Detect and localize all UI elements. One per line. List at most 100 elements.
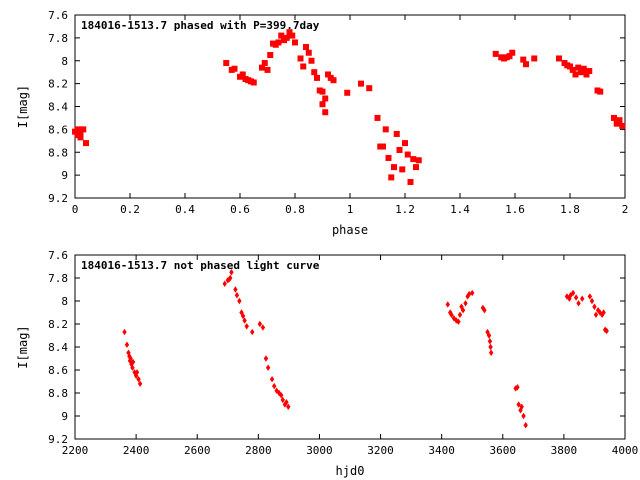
chart1-data-point	[613, 120, 620, 127]
chart2-data-point	[122, 328, 127, 336]
chart1-ytick-label: 8.6	[48, 123, 68, 136]
chart2-data-point	[244, 323, 249, 330]
chart2-data-point	[486, 332, 492, 339]
chart1-data-point	[382, 126, 389, 133]
chart1-data-point	[569, 66, 576, 73]
chart1-data-point	[275, 39, 282, 46]
chart1-ylabel: I[mag]	[16, 85, 30, 128]
chart2-data-point	[222, 280, 227, 287]
chart2-data-point	[130, 364, 135, 371]
chart2-data-point	[445, 301, 450, 308]
chart2-data-point	[237, 297, 242, 305]
chart2-data-point	[470, 289, 475, 297]
chart1-data-point	[399, 166, 406, 173]
chart2-data-point	[234, 292, 240, 299]
chart2-title: 184016-1513.7 not phased light curve	[81, 259, 320, 272]
chart1-ytick-label: 9	[61, 169, 68, 182]
chart2-data-point	[460, 307, 466, 314]
chart1-data-point	[388, 174, 395, 181]
chart2-xtick-label: 3800	[551, 444, 578, 457]
chart1-data-point	[572, 71, 579, 78]
chart1-data-point	[366, 85, 373, 92]
chart1-data-point	[311, 69, 318, 76]
chart2-data-point	[240, 312, 246, 320]
chart1-data-point	[410, 156, 417, 163]
chart1-data-point	[319, 88, 326, 95]
chart2-xtick-label: 3400	[428, 444, 455, 457]
chart2-xtick-label: 2400	[123, 444, 150, 457]
chart1-data-point	[83, 140, 89, 147]
chart1-data-point	[578, 69, 584, 76]
chart1-xtick-label: 1.4	[450, 203, 470, 216]
chart2-data-point	[457, 311, 463, 318]
chart1-ytick-label: 8.4	[48, 101, 68, 114]
chart1-data-point	[391, 164, 397, 171]
chart1-data-point	[567, 63, 573, 70]
chart2-data-point	[599, 311, 605, 318]
chart1-data-point	[250, 79, 257, 86]
chart2-data-point	[604, 327, 609, 335]
chart2-data-point	[242, 317, 247, 324]
chart2-ytick-label: 8.2	[48, 318, 68, 331]
chart1-xtick-label: 1.6	[505, 203, 525, 216]
chart1-xtick-label: 1	[347, 203, 354, 216]
chart1-xtick-label: 0.6	[230, 203, 250, 216]
chart1-data-point	[231, 65, 238, 72]
chart2-data-point	[260, 324, 266, 331]
chart1-data-point	[278, 32, 285, 39]
chart1-plot: 0 0.2 0.4 0.6 0.8 1 1.2 1.4 1.6 1.8 2 7.6 7.8 8 8.2 8.4…	[16, 9, 628, 237]
chart2-data-point	[284, 399, 289, 406]
chart2-data-point	[257, 320, 263, 328]
chart1-data-point	[264, 66, 271, 73]
chart2-ytick-label: 8.4	[48, 341, 68, 354]
chart1-data-point	[344, 89, 351, 96]
chart2-ylabel: I[mag]	[16, 325, 30, 368]
chart2-data-point	[136, 376, 141, 383]
chart1-data-point	[358, 80, 364, 87]
chart1-data-point	[319, 101, 326, 108]
chart2-data-point	[515, 384, 520, 391]
chart1-data-point	[520, 56, 527, 63]
chart2-data-point	[286, 403, 291, 410]
chart2-data-point	[128, 355, 133, 362]
chart2-data-point	[137, 380, 143, 387]
chart1-data-point	[556, 55, 562, 62]
chart2-data-point	[233, 286, 238, 293]
chart2-plot: 2200 2400 2600 2800 3000 3200 3400 3600 3800 4000…	[16, 249, 638, 478]
chart1-data-point	[404, 151, 411, 158]
chart1-data-point	[402, 140, 408, 147]
chart2-xtick-label: 4000	[612, 444, 639, 457]
chart1-data-point	[396, 146, 403, 153]
chart2-data-point	[519, 403, 524, 410]
chart1-data-point	[303, 44, 309, 51]
chart1-data-point	[616, 117, 623, 124]
chart2-data-point	[265, 364, 271, 371]
chart1-data-point	[583, 71, 590, 78]
chart1-data-point	[531, 55, 538, 62]
chart1-data-point	[325, 71, 331, 78]
chart1-data-point	[300, 63, 307, 70]
chart1-ytick-label: 9.2	[48, 192, 68, 205]
chart2-xtick-label: 2800	[245, 444, 272, 457]
chart2-xtick-label: 2600	[184, 444, 211, 457]
chart2-data-point	[482, 307, 487, 314]
chart1-data-point	[322, 109, 329, 116]
chart2-data-point	[229, 269, 234, 276]
chart1-data-point	[259, 64, 265, 71]
chart2-data-point	[573, 294, 579, 301]
chart1-data-point	[286, 29, 293, 36]
chart2-data-point	[463, 300, 468, 307]
chart1-data-point	[611, 114, 617, 121]
chart2-data-point	[576, 300, 581, 307]
chart2-data-point	[124, 341, 130, 348]
chart1-data-point	[506, 53, 513, 60]
chart1-ytick-label: 8.8	[48, 146, 68, 159]
chart1-data-point	[314, 74, 320, 81]
chart1-data-point	[619, 122, 626, 129]
chart1-data-point	[223, 60, 230, 67]
chart2-data-point	[456, 318, 461, 325]
chart1-data-point	[413, 164, 419, 171]
chart2-data-point	[269, 376, 275, 383]
chart2-ytick-label: 8.6	[48, 364, 68, 377]
chart1-data-point	[385, 154, 392, 161]
